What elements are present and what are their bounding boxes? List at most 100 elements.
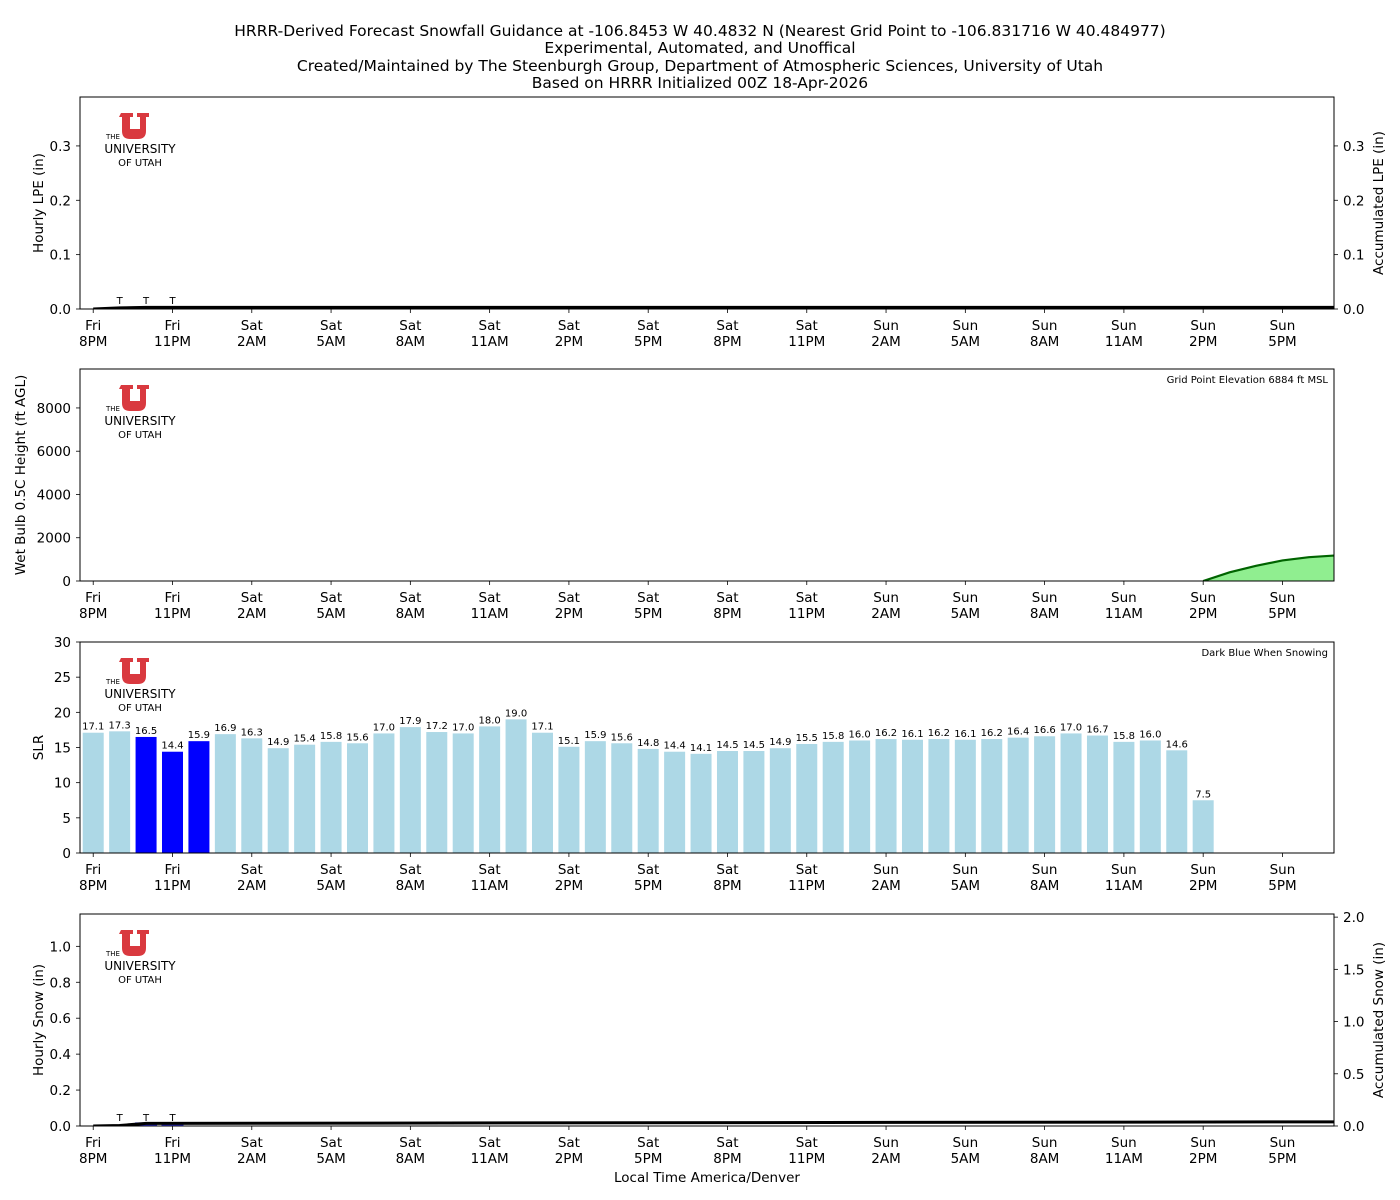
logo-text-of-utah: OF UTAH bbox=[118, 430, 162, 441]
slr-bar-label: 17.2 bbox=[426, 721, 448, 732]
panel-annotation: Grid Point Elevation 6884 ft MSL bbox=[1167, 375, 1329, 386]
slr-bar bbox=[241, 738, 263, 853]
x-tick-label-day: Sat bbox=[479, 1135, 501, 1151]
x-tick-label-day: Sun bbox=[1032, 318, 1058, 334]
slr-bar bbox=[637, 748, 659, 853]
slr-bar bbox=[320, 741, 342, 853]
y-axis-label: SLR bbox=[31, 735, 47, 760]
slr-bar-label: 14.6 bbox=[1166, 739, 1188, 750]
x-tick-label-day: Sun bbox=[1270, 862, 1296, 878]
x-tick-label-day: Fri bbox=[85, 1135, 101, 1151]
x-tick-label-time: 8PM bbox=[713, 334, 741, 350]
x-tick-label-day: Sat bbox=[241, 862, 263, 878]
slr-bar bbox=[294, 744, 316, 853]
x-axis-label: Local Time America/Denver bbox=[614, 1170, 800, 1186]
slr-bar-label: 16.3 bbox=[241, 727, 263, 738]
x-tick-label-day: Sat bbox=[479, 590, 501, 606]
slr-bar bbox=[346, 743, 368, 853]
y2-tick-label: 2.0 bbox=[1343, 910, 1364, 926]
x-tick-label-day: Sun bbox=[873, 862, 899, 878]
slr-bar-label: 15.6 bbox=[346, 732, 368, 743]
slr-bar-label: 15.8 bbox=[320, 731, 342, 742]
slr-bar bbox=[954, 739, 976, 853]
slr-bar-label: 17.0 bbox=[1060, 722, 1082, 733]
x-tick-label-day: Sat bbox=[399, 590, 421, 606]
x-tick-label-time: 11AM bbox=[471, 334, 509, 350]
x-tick-label-day: Sun bbox=[952, 1135, 978, 1151]
slr-bar-label: 15.4 bbox=[294, 734, 316, 745]
x-tick-label-day: Fri bbox=[164, 1135, 180, 1151]
x-tick-label-day: Sun bbox=[1270, 590, 1296, 606]
slr-bar-label: 14.5 bbox=[743, 740, 765, 751]
x-tick-label-day: Sat bbox=[716, 590, 738, 606]
x-tick-label-time: 2PM bbox=[555, 1151, 583, 1167]
x-tick-label-time: 5AM bbox=[316, 606, 345, 622]
y-tick-label: 0.0 bbox=[50, 302, 71, 318]
x-tick-label-day: Fri bbox=[85, 590, 101, 606]
slr-bar-label: 15.8 bbox=[822, 731, 844, 742]
slr-bar bbox=[1113, 741, 1135, 853]
slr-bar-label: 16.7 bbox=[1086, 725, 1108, 736]
x-tick-label-time: 2PM bbox=[1189, 334, 1217, 350]
x-tick-label-time: 2PM bbox=[555, 606, 583, 622]
x-tick-label-time: 11AM bbox=[471, 1151, 509, 1167]
x-tick-label-day: Sat bbox=[796, 318, 818, 334]
slr-bar bbox=[479, 726, 501, 853]
title-line-1: HRRR-Derived Forecast Snowfall Guidance … bbox=[234, 22, 1165, 40]
x-tick-label-time: 11AM bbox=[1105, 334, 1143, 350]
logo-text-university: UNIVERSITY bbox=[104, 414, 176, 428]
x-tick-label-time: 8AM bbox=[396, 1151, 425, 1167]
x-tick-label-time: 5PM bbox=[1268, 878, 1296, 894]
x-tick-label-day: Fri bbox=[85, 862, 101, 878]
x-tick-label-day: Sat bbox=[558, 1135, 580, 1151]
slr-bar bbox=[267, 748, 289, 853]
x-tick-label-time: 5AM bbox=[951, 606, 980, 622]
x-tick-label-time: 11PM bbox=[154, 878, 191, 894]
slr-bar-label: 15.9 bbox=[188, 730, 210, 741]
y-tick-label: 0.2 bbox=[50, 193, 71, 209]
slr-bar-label: 15.8 bbox=[1113, 731, 1135, 742]
y2-tick-label: 0.0 bbox=[1343, 1119, 1364, 1135]
panel-frame bbox=[79, 913, 1335, 1127]
y2-tick-label: 0.0 bbox=[1343, 302, 1364, 318]
slr-bar-label: 16.0 bbox=[1139, 729, 1161, 740]
slr-bar-label: 17.3 bbox=[109, 720, 131, 731]
slr-bar-label: 18.0 bbox=[478, 715, 500, 726]
x-tick-label-time: 8AM bbox=[396, 878, 425, 894]
y-tick-label: 1.0 bbox=[50, 939, 71, 955]
slr-bar bbox=[875, 739, 897, 853]
x-tick-label-day: Sat bbox=[241, 318, 263, 334]
slr-bar bbox=[981, 739, 1003, 853]
y-tick-label: 0.2 bbox=[50, 1083, 71, 1099]
x-tick-label-day: Sun bbox=[1270, 1135, 1296, 1151]
slr-bar bbox=[109, 731, 131, 853]
y-tick-label: 30 bbox=[54, 635, 71, 651]
y-tick-label: 10 bbox=[54, 776, 71, 792]
logo-text-of-utah: OF UTAH bbox=[118, 703, 162, 714]
x-tick-label-day: Sun bbox=[1032, 1135, 1058, 1151]
x-tick-label-time: 5PM bbox=[634, 606, 662, 622]
title-line-2: Experimental, Automated, and Unoffical bbox=[544, 39, 855, 57]
panel-slr: 17.1 17.3 16.5 14.4 15.9 16.9 16.3 14.9 15.4 15.8… bbox=[31, 635, 1335, 894]
x-tick-label-day: Sat bbox=[320, 318, 342, 334]
slr-bar-label: 19.0 bbox=[505, 708, 527, 719]
x-tick-label-time: 5AM bbox=[316, 334, 345, 350]
u-logo-icon bbox=[119, 658, 149, 684]
slr-bar bbox=[188, 741, 210, 853]
x-tick-label-time: 8PM bbox=[713, 878, 741, 894]
x-tick-label-time: 5AM bbox=[951, 334, 980, 350]
figure-title: HRRR-Derived Forecast Snowfall Guidance … bbox=[234, 22, 1165, 92]
x-tick-label-day: Sat bbox=[320, 862, 342, 878]
y-axis-label: Wet Bulb 0.5C Height (ft AGL) bbox=[13, 375, 29, 576]
slr-bar-label: 14.5 bbox=[716, 740, 738, 751]
x-tick-label-time: 5PM bbox=[634, 1151, 662, 1167]
title-line-3: Created/Maintained by The Steenburgh Gro… bbox=[297, 57, 1103, 75]
x-tick-label-day: Sat bbox=[796, 590, 818, 606]
slr-bar-label: 14.1 bbox=[690, 743, 712, 754]
x-tick-label-time: 5PM bbox=[634, 878, 662, 894]
x-tick-label-day: Sat bbox=[399, 318, 421, 334]
